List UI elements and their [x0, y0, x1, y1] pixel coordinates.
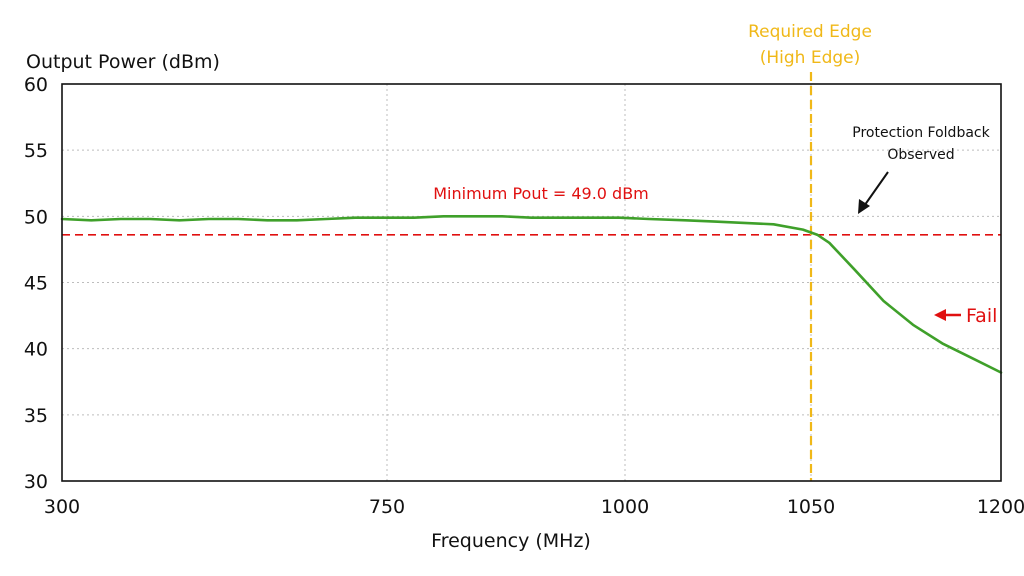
y-tick-labels: 30 35 40 45 50 55 60 — [24, 74, 48, 493]
y-tick-label: 40 — [24, 339, 48, 361]
foldback-label-line2: Observed — [887, 147, 954, 163]
x-tick-label: 1050 — [787, 496, 835, 518]
reference-lines — [62, 72, 1001, 481]
minimum-pout-label: Minimum Pout = 49.0 dBm — [433, 184, 649, 203]
grid — [61, 83, 1002, 482]
x-tick-label: 300 — [44, 496, 80, 518]
x-tick-label: 750 — [369, 496, 405, 518]
required-edge-label-line2: (High Edge) — [760, 48, 861, 68]
plot-frame — [61, 83, 1002, 482]
y-tick-label: 35 — [24, 405, 48, 427]
fail-label: Fail — [966, 305, 997, 327]
foldback-label-line1: Protection Foldback — [852, 125, 990, 141]
foldback-arrow — [858, 171, 889, 214]
fail-arrow — [934, 309, 961, 321]
series-layer — [60, 215, 1003, 374]
y-tick-label: 60 — [24, 74, 48, 96]
y-axis-title: Output Power (dBm) — [26, 51, 220, 73]
x-axis-title: Frequency (MHz) — [431, 530, 591, 552]
y-tick-label: 50 — [24, 206, 48, 228]
output-power-line — [60, 215, 1003, 374]
x-tick-label: 1200 — [977, 496, 1024, 518]
y-tick-label: 30 — [24, 471, 48, 493]
required-edge-label-line1: Required Edge — [748, 22, 872, 42]
y-tick-label: 45 — [24, 273, 48, 295]
x-tick-label: 1000 — [601, 496, 649, 518]
x-tick-labels: 300 750 1000 1050 1200 — [44, 496, 1024, 518]
y-tick-label: 55 — [24, 140, 48, 162]
